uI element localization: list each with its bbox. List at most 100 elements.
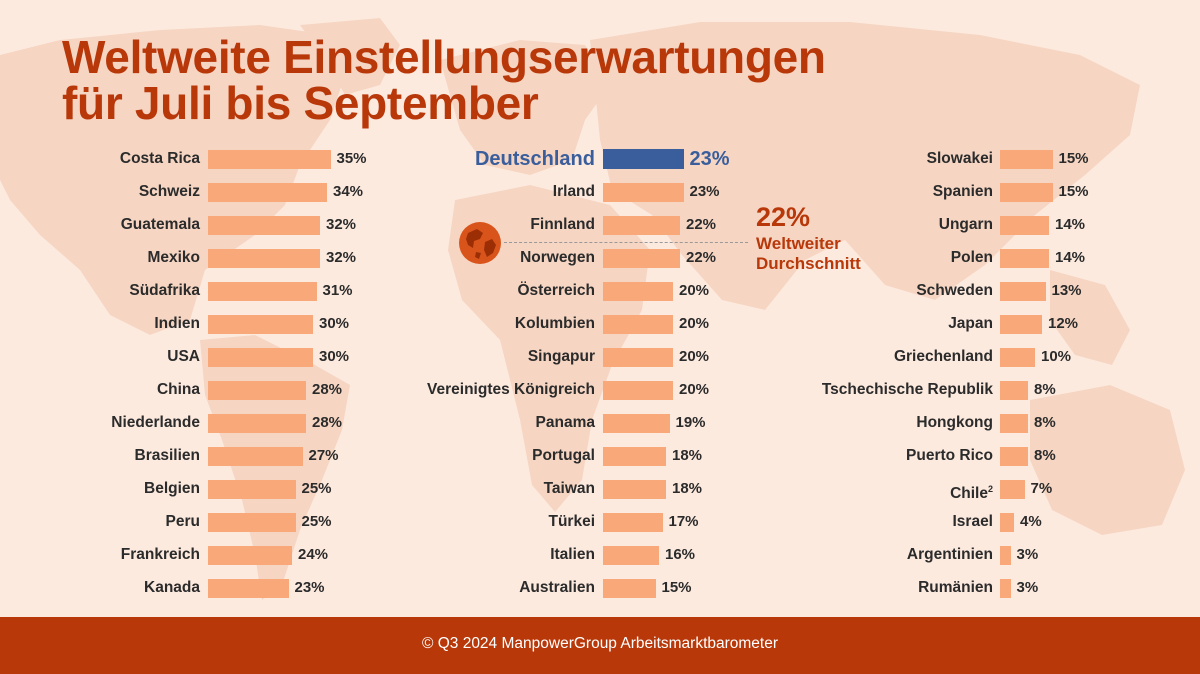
bar xyxy=(208,480,296,499)
average-label-line-2: Durchschnitt xyxy=(756,254,861,273)
category-label-text: USA xyxy=(167,348,200,365)
category-label-text: Niederlande xyxy=(111,414,200,431)
value-label: 18% xyxy=(672,447,703,464)
category-label-text: Chile xyxy=(950,485,988,503)
category-label: Deutschland xyxy=(475,148,595,170)
bar-row: Niederlande 28% xyxy=(0,412,1200,445)
bar-row: Chile2 7% xyxy=(0,478,1200,511)
category-label: Israel xyxy=(952,511,993,533)
bar-row: Rumänien 3% xyxy=(0,577,1200,610)
bar xyxy=(1000,348,1035,367)
bar-row: Frankreich 24% xyxy=(0,544,1200,577)
value-label: 32% xyxy=(326,216,357,233)
bar xyxy=(208,447,303,466)
bar xyxy=(208,348,313,367)
category-label-text: Norwegen xyxy=(520,249,595,266)
bar-row: Vereinigtes Königreich 20% xyxy=(0,379,1200,412)
value-label: 25% xyxy=(301,513,332,530)
category-label: Finnland xyxy=(530,214,595,236)
bar-row: Argentinien 3% xyxy=(0,544,1200,577)
value-label: 7% xyxy=(1030,480,1053,497)
bar xyxy=(208,183,327,202)
bar xyxy=(208,249,320,268)
bar xyxy=(1000,480,1025,499)
page-title: Weltweite Einstellungserwartungen für Ju… xyxy=(62,34,826,126)
category-label-text: Argentinien xyxy=(906,546,993,563)
bar-row: China 28% xyxy=(0,379,1200,412)
category-label: Tschechische Republik xyxy=(822,379,993,401)
bar-row: Polen 14% xyxy=(0,247,1200,280)
category-label-text: Finnland xyxy=(530,216,595,233)
bar xyxy=(603,480,666,499)
average-label: Weltweiter Durchschnitt xyxy=(756,234,896,274)
title-line-1: Weltweite Einstellungserwartungen xyxy=(62,31,826,83)
bar xyxy=(1000,282,1046,301)
bar-row: Norwegen 22% xyxy=(0,247,1200,280)
bar-row: Panama 19% xyxy=(0,412,1200,445)
bar-row: Puerto Rico 8% xyxy=(0,445,1200,478)
bar xyxy=(208,579,289,598)
value-label: 32% xyxy=(326,249,357,266)
category-label: Belgien xyxy=(144,478,200,500)
bar xyxy=(208,282,317,301)
globe-icon xyxy=(459,222,501,264)
bar-row: Taiwan 18% xyxy=(0,478,1200,511)
category-label: Slowakei xyxy=(927,148,993,170)
bar xyxy=(1000,315,1042,334)
bar xyxy=(1000,183,1053,202)
average-value: 22% xyxy=(756,202,811,232)
bar xyxy=(1000,447,1028,466)
bar-row: Kanada 23% xyxy=(0,577,1200,610)
category-label: Panama xyxy=(536,412,595,434)
bar-row: Schweden 13% xyxy=(0,280,1200,313)
category-label: Spanien xyxy=(933,181,993,203)
bar xyxy=(1000,216,1049,235)
category-label: Ungarn xyxy=(939,214,993,236)
category-label: Südafrika xyxy=(129,280,200,302)
value-label: 28% xyxy=(312,381,343,398)
category-label: Portugal xyxy=(532,445,595,467)
bar xyxy=(603,447,666,466)
category-label-text: Polen xyxy=(950,249,993,266)
bar-row: Mexiko 32% xyxy=(0,247,1200,280)
bar xyxy=(208,315,313,334)
value-label: 20% xyxy=(679,381,710,398)
value-label: 18% xyxy=(672,480,703,497)
bar xyxy=(1000,249,1049,268)
value-label: 28% xyxy=(312,414,343,431)
bar xyxy=(1000,150,1053,169)
bar xyxy=(603,546,659,565)
category-label: Hongkong xyxy=(916,412,993,434)
bar xyxy=(603,216,680,235)
category-label-text: Türkei xyxy=(548,513,595,530)
category-label: China xyxy=(157,379,200,401)
category-label: Mexiko xyxy=(147,247,200,269)
bar xyxy=(1000,513,1014,532)
bar xyxy=(208,546,292,565)
category-label-text: Puerto Rico xyxy=(906,447,993,464)
bar-row: Griechenland 10% xyxy=(0,346,1200,379)
highlight-bar xyxy=(603,149,684,169)
category-label-text: Singapur xyxy=(527,348,595,365)
category-label: Peru xyxy=(166,511,200,533)
category-label: Puerto Rico xyxy=(906,445,993,467)
value-label: 3% xyxy=(1016,579,1039,596)
value-label: 8% xyxy=(1034,414,1056,431)
value-label: 14% xyxy=(1055,216,1086,233)
category-label-text: Ungarn xyxy=(938,216,993,233)
category-label-text: Guatemala xyxy=(120,216,200,233)
footer: © Q3 2024 ManpowerGroup Arbeitsmarktbaro… xyxy=(0,617,1200,674)
bar xyxy=(208,414,306,433)
bar xyxy=(208,216,320,235)
category-label-text: Kanada xyxy=(144,579,200,596)
bar-row: Ungarn 14% xyxy=(0,214,1200,247)
category-label-text: Italien xyxy=(550,546,595,563)
bar-row: Slowakei 15% xyxy=(0,148,1200,181)
bar-row: Australien 15% xyxy=(0,577,1200,610)
value-label: 16% xyxy=(665,546,696,563)
category-label: USA xyxy=(167,346,200,368)
bar xyxy=(1000,414,1028,433)
value-label: 8% xyxy=(1034,447,1056,464)
value-label: 27% xyxy=(308,447,339,464)
bar-row: Italien 16% xyxy=(0,544,1200,577)
